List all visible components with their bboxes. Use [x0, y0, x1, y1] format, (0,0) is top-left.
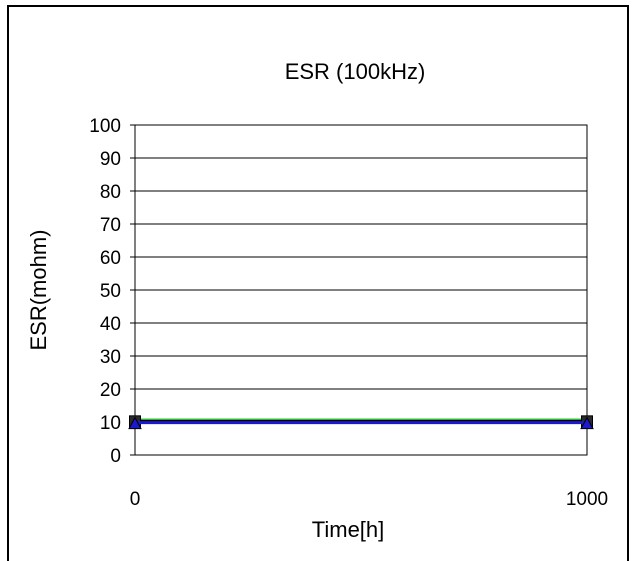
y-tick-label: 0 — [110, 446, 121, 467]
y-tick-label: 80 — [100, 182, 121, 203]
y-tick-label: 50 — [100, 281, 121, 302]
series-layer — [128, 415, 594, 430]
plot-area — [134, 124, 588, 456]
x-tick-label: 1000 — [566, 489, 608, 510]
x-tick-label: 0 — [130, 489, 141, 510]
series-marker-triangle — [580, 416, 594, 430]
y-tick-labels: 0 10 20 30 40 50 60 70 80 90 100 — [89, 116, 121, 467]
y-tick-label: 60 — [100, 248, 121, 269]
y-tick-label: 70 — [100, 215, 121, 236]
y-tick-label: 30 — [100, 347, 121, 368]
y-tick-label: 20 — [100, 380, 121, 401]
y-tick-label: 40 — [100, 314, 121, 335]
chart-title: ESR (100kHz) — [285, 59, 426, 84]
x-axis-label: Time[h] — [312, 517, 385, 542]
y-axis-label: ESR(mohm) — [26, 229, 51, 350]
x-tick-labels: 0 1000 — [130, 489, 608, 510]
series-marker-triangle — [128, 416, 142, 430]
y-tick-label: 10 — [100, 413, 121, 434]
y-tick-label: 100 — [89, 116, 121, 137]
y-tick-label: 90 — [100, 149, 121, 170]
chart-border — [7, 5, 629, 561]
